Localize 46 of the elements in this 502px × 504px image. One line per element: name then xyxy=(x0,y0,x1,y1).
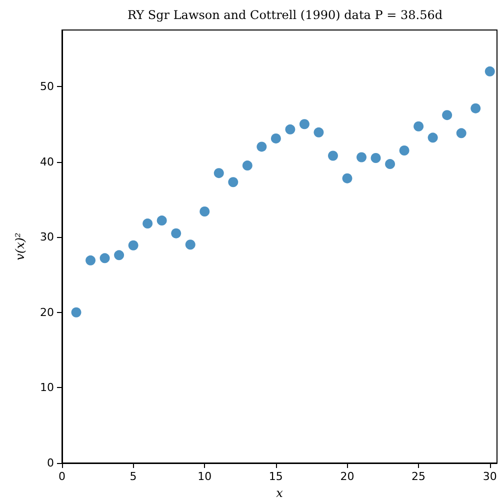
x-tick-label: 15 xyxy=(268,470,283,483)
point xyxy=(314,127,324,138)
point xyxy=(370,153,381,164)
x-tick-label: 5 xyxy=(130,470,137,483)
y-tick-label: 50 xyxy=(40,80,54,93)
point xyxy=(484,66,495,76)
x-tick-label: 20 xyxy=(340,470,354,483)
point xyxy=(256,142,267,152)
y-tick-label: 40 xyxy=(40,155,54,168)
x-tick-label: 0 xyxy=(58,470,66,483)
point xyxy=(328,150,338,161)
x-tick-label: 25 xyxy=(412,470,426,483)
point xyxy=(185,240,196,250)
point xyxy=(71,307,82,318)
point xyxy=(200,206,210,216)
x-tick-label: 10 xyxy=(198,470,212,483)
point xyxy=(356,152,367,162)
point xyxy=(128,240,138,250)
point xyxy=(86,255,96,266)
point xyxy=(270,133,281,144)
point xyxy=(456,128,466,138)
point xyxy=(228,177,238,188)
point xyxy=(414,121,424,132)
point xyxy=(399,145,410,156)
chart-title: RY Sgr Lawson and Cottrell (1990) data P = 38.56d xyxy=(127,8,443,22)
point xyxy=(385,159,396,170)
point xyxy=(285,124,296,134)
y-tick-label: 30 xyxy=(40,230,54,244)
x-tick-label: 30 xyxy=(482,470,497,483)
point xyxy=(171,228,182,238)
point xyxy=(428,132,438,143)
y-tick-label: 20 xyxy=(40,306,54,319)
point xyxy=(342,173,352,184)
y-axis-title: v(x)² xyxy=(13,232,27,260)
point xyxy=(442,110,452,120)
point xyxy=(100,253,110,264)
point xyxy=(142,218,153,229)
point xyxy=(114,250,124,260)
point xyxy=(470,103,481,114)
y-tick-label: 0 xyxy=(47,456,54,470)
point xyxy=(299,119,310,130)
point xyxy=(214,168,224,178)
y-tick-label: 10 xyxy=(40,381,54,394)
point xyxy=(242,160,252,171)
point xyxy=(156,216,167,226)
x-axis-title: x xyxy=(276,486,284,500)
